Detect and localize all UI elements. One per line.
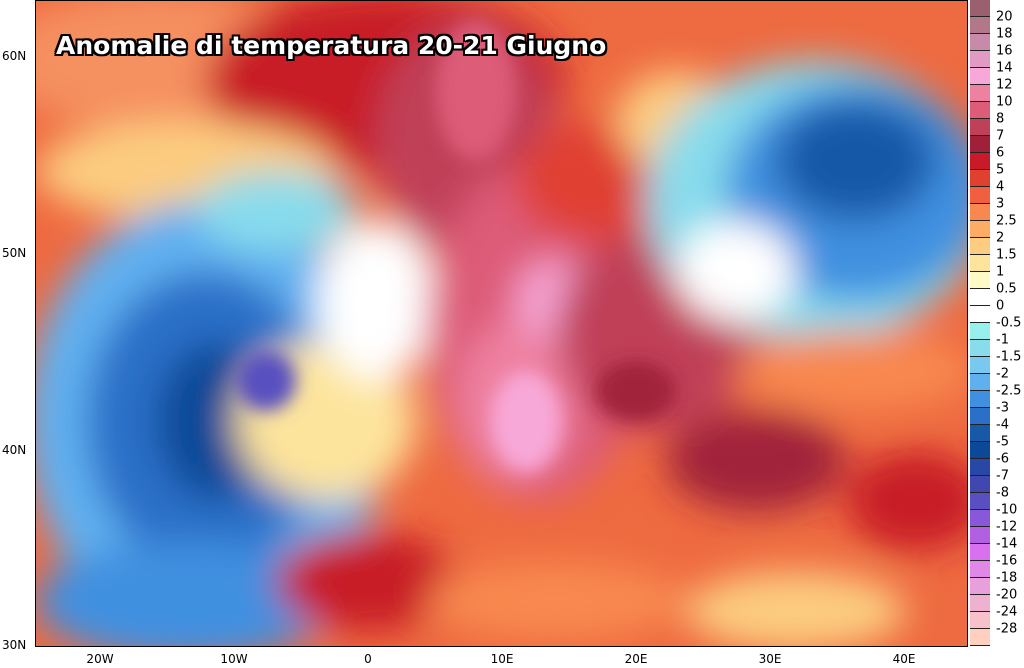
colorbar-label: -14 bbox=[996, 536, 1018, 552]
lon-label: 0 bbox=[364, 652, 372, 666]
colorbar-swatch bbox=[970, 527, 990, 544]
colorbar-label: -10 bbox=[996, 502, 1018, 518]
colorbar-label: 1.5 bbox=[996, 247, 1017, 263]
colorbar-label: 2.5 bbox=[996, 213, 1017, 229]
colorbar-swatch bbox=[970, 459, 990, 476]
colorbar-label: -1 bbox=[996, 332, 1009, 348]
lat-label: 60N bbox=[2, 49, 27, 63]
colorbar-swatch bbox=[970, 391, 990, 408]
map-title: Anomalie di temperatura 20-21 Giugno bbox=[56, 31, 607, 60]
colorbar-swatch bbox=[970, 0, 990, 17]
colorbar-label: -3 bbox=[996, 400, 1009, 416]
colorbar-swatch bbox=[970, 544, 990, 561]
colorbar-label: 0 bbox=[996, 298, 1005, 314]
colorbar-swatch bbox=[970, 425, 990, 442]
colorbar-label: -16 bbox=[996, 553, 1018, 569]
lon-label: 10W bbox=[220, 652, 248, 666]
lat-label: 30N bbox=[2, 638, 27, 652]
colorbar-swatch bbox=[970, 51, 990, 68]
colorbar bbox=[970, 0, 990, 646]
colorbar-label: 5 bbox=[996, 162, 1005, 178]
colorbar-label: 12 bbox=[996, 77, 1013, 93]
colorbar-swatch bbox=[970, 102, 990, 119]
colorbar-swatch bbox=[970, 136, 990, 153]
colorbar-swatch bbox=[970, 289, 990, 306]
colorbar-label: -5 bbox=[996, 434, 1009, 450]
colorbar-swatch bbox=[970, 306, 990, 323]
colorbar-swatch bbox=[970, 221, 990, 238]
colorbar-label: 1 bbox=[996, 264, 1005, 280]
lon-label: 40E bbox=[892, 652, 916, 666]
lon-label: 30E bbox=[758, 652, 782, 666]
colorbar-swatch bbox=[970, 357, 990, 374]
colorbar-swatch bbox=[970, 68, 990, 85]
colorbar-label: 8 bbox=[996, 111, 1005, 127]
colorbar-label: -1.5 bbox=[996, 349, 1022, 365]
colorbar-swatch bbox=[970, 187, 990, 204]
colorbar-swatch bbox=[970, 272, 990, 289]
colorbar-swatch bbox=[970, 578, 990, 595]
colorbar-swatch bbox=[970, 612, 990, 629]
colorbar-swatch bbox=[970, 17, 990, 34]
colorbar-label: -0.5 bbox=[996, 315, 1022, 331]
colorbar-label: -4 bbox=[996, 417, 1009, 433]
temperature-anomaly-map: Anomalie di temperatura 20-21 Giugno bbox=[35, 0, 968, 647]
colorbar-label: -24 bbox=[996, 604, 1018, 620]
colorbar-label: 4 bbox=[996, 179, 1005, 195]
colorbar-label: -12 bbox=[996, 519, 1018, 535]
colorbar-swatch bbox=[970, 629, 990, 646]
colorbar-label: -18 bbox=[996, 570, 1018, 586]
colorbar-label: -7 bbox=[996, 468, 1009, 484]
colorbar-swatch bbox=[970, 34, 990, 51]
colorbar-swatch bbox=[970, 323, 990, 340]
colorbar-label: -8 bbox=[996, 485, 1009, 501]
colorbar-swatch bbox=[970, 561, 990, 578]
colorbar-label: 16 bbox=[996, 43, 1013, 59]
colorbar-swatch bbox=[970, 238, 990, 255]
colorbar-label: 7 bbox=[996, 128, 1005, 144]
colorbar-swatch bbox=[970, 340, 990, 357]
lon-label: 10E bbox=[490, 652, 514, 666]
colorbar-label: 3 bbox=[996, 196, 1005, 212]
colorbar-swatch bbox=[970, 510, 990, 527]
colorbar-label: -2 bbox=[996, 366, 1009, 382]
colorbar-label: 2 bbox=[996, 230, 1005, 246]
colorbar-swatch bbox=[970, 119, 990, 136]
colorbar-swatch bbox=[970, 255, 990, 272]
lat-label: 40N bbox=[2, 443, 27, 457]
colorbar-label: -6 bbox=[996, 451, 1009, 467]
colorbar-swatch bbox=[970, 476, 990, 493]
colorbar-label: -2.5 bbox=[996, 383, 1022, 399]
colorbar-swatch bbox=[970, 204, 990, 221]
anomaly-field bbox=[36, 1, 967, 646]
colorbar-swatch bbox=[970, 153, 990, 170]
colorbar-label: -20 bbox=[996, 587, 1018, 603]
colorbar-label: 0.5 bbox=[996, 281, 1017, 297]
colorbar-label: 20 bbox=[996, 9, 1013, 25]
colorbar-swatch bbox=[970, 374, 990, 391]
colorbar-label: 6 bbox=[996, 145, 1005, 161]
colorbar-label: 10 bbox=[996, 94, 1013, 110]
colorbar-swatch bbox=[970, 442, 990, 459]
colorbar-swatch bbox=[970, 493, 990, 510]
lon-label: 20E bbox=[624, 652, 648, 666]
colorbar-swatch bbox=[970, 408, 990, 425]
colorbar-label: -28 bbox=[996, 621, 1018, 637]
lon-label: 20W bbox=[86, 652, 114, 666]
colorbar-swatch bbox=[970, 170, 990, 187]
colorbar-swatch bbox=[970, 85, 990, 102]
lat-label: 50N bbox=[2, 246, 27, 260]
colorbar-label: 18 bbox=[996, 26, 1013, 42]
colorbar-swatch bbox=[970, 595, 990, 612]
colorbar-label: 14 bbox=[996, 60, 1013, 76]
